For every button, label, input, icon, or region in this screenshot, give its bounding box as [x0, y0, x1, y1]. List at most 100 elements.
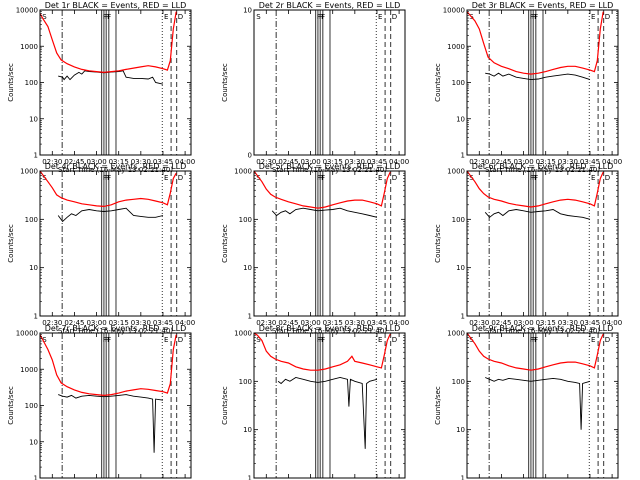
y-axis-label: Counts/sec [221, 63, 229, 102]
event-marker: D [392, 13, 397, 21]
x-tick-label: 04:00 [175, 158, 195, 166]
y-axis-label: Counts/sec [434, 224, 442, 263]
y-tick-label: 1000 [20, 168, 38, 176]
panel-title: Det 1r BLACK = Events, RED = LLD [45, 1, 187, 10]
event-marker: F [103, 13, 107, 21]
event-marker: D [392, 336, 397, 344]
event-marker: D [605, 13, 610, 21]
event-marker: S [256, 13, 261, 21]
plot-frame [39, 170, 192, 317]
y-tick-label: 100 [239, 378, 252, 386]
plot-frame [253, 332, 406, 479]
event-marker: F [103, 174, 107, 182]
event-marker: D [605, 174, 610, 182]
event-marker: D [392, 174, 397, 182]
event-marker: F [319, 13, 323, 21]
x-axis-label: Start Time (16-May-13 02:21:40) [485, 327, 600, 335]
y-tick-label: 10 [243, 426, 252, 434]
y-tick-label: 100 [452, 378, 465, 386]
x-tick-label: 03:00 [513, 319, 533, 327]
x-tick-label: 03:30 [345, 158, 365, 166]
event-marker: E [378, 13, 382, 21]
events-series-line [485, 72, 591, 81]
y-tick-label: 10 [456, 115, 465, 123]
event-marker: D [605, 336, 610, 344]
panel-title: Det 3r BLACK = Events, RED = LLD [472, 1, 614, 10]
y-tick-label: 1 [461, 313, 465, 321]
lld-series-line [466, 332, 604, 371]
event-marker: F [534, 13, 538, 21]
x-tick-label: 02:30 [42, 158, 62, 166]
x-tick-label: 03:45 [153, 319, 173, 327]
y-tick-label: 10000 [16, 7, 38, 15]
events-series-line [57, 207, 164, 223]
x-tick-label: 02:45 [64, 319, 84, 327]
x-tick-label: 03:45 [580, 158, 600, 166]
x-tick-label: 03:00 [300, 319, 320, 327]
x-tick-label: 02:45 [278, 319, 298, 327]
y-tick-label: 1 [461, 475, 465, 480]
y-axis-label: Counts/sec [434, 386, 442, 425]
lld-series-line [253, 332, 391, 371]
event-marker: E [378, 174, 382, 182]
x-tick-label: 02:45 [491, 319, 511, 327]
event-marker: E [591, 174, 595, 182]
y-tick-label: 1 [248, 475, 252, 480]
y-tick-label: 100 [25, 402, 38, 410]
event-marker: E [164, 336, 168, 344]
event-marker: F [321, 336, 325, 344]
events-series-line [58, 70, 164, 85]
event-marker: E [164, 174, 168, 182]
plot-frame [39, 332, 192, 479]
y-tick-label: 10 [29, 115, 38, 123]
event-marker: F [107, 13, 111, 21]
x-axis-label: Start Time (16-May-13 02:21:40) [272, 166, 387, 174]
event-marker: F [532, 174, 536, 182]
plot-frame [466, 332, 619, 479]
x-tick-label: 04:00 [389, 319, 409, 327]
y-axis-label: Counts/sec [434, 63, 442, 102]
x-tick-label: 03:15 [536, 158, 556, 166]
y-axis-label: Counts/sec [7, 224, 15, 263]
y-axis-label: Counts/sec [7, 63, 15, 102]
x-tick-label: 02:45 [278, 158, 298, 166]
x-tick-label: 03:30 [558, 319, 578, 327]
y-tick-label: 1 [248, 313, 252, 321]
y-tick-label: 10 [456, 426, 465, 434]
event-marker: S [42, 13, 47, 21]
y-tick-label: 10 [456, 264, 465, 272]
x-tick-label: 02:45 [491, 158, 511, 166]
panel-title: Det 9r BLACK = Events, RED = LLD [472, 324, 614, 333]
y-tick-label: 100 [452, 79, 465, 87]
event-marker: F [105, 174, 109, 182]
event-marker: F [534, 174, 538, 182]
x-tick-label: 03:00 [86, 319, 106, 327]
panel-title: Det 8r BLACK = Events, RED = LLD [259, 324, 401, 333]
y-tick-label: 1000 [20, 366, 38, 374]
x-tick-label: 03:45 [580, 319, 600, 327]
y-tick-label: 100 [239, 216, 252, 224]
lld-series-line [39, 170, 177, 208]
y-tick-label: 1000 [447, 330, 465, 338]
x-tick-label: 03:30 [345, 319, 365, 327]
x-tick-label: 03:15 [109, 158, 129, 166]
x-tick-label: 02:30 [469, 158, 489, 166]
x-tick-label: 03:30 [131, 319, 151, 327]
y-tick-label: 10000 [16, 330, 38, 338]
y-tick-label: 1 [461, 152, 465, 160]
event-marker: F [107, 174, 111, 182]
x-tick-label: 04:00 [175, 319, 195, 327]
y-axis-label: Counts/sec [7, 386, 15, 425]
y-tick-label: 10 [243, 264, 252, 272]
x-tick-label: 03:45 [367, 158, 387, 166]
x-axis-label: Start Time (16-May-13 02:21:40) [485, 166, 600, 174]
event-marker: F [532, 13, 536, 21]
event-marker: F [105, 13, 109, 21]
panel-title: Det 6r BLACK = Events, RED = LLD [472, 162, 614, 171]
x-tick-label: 03:30 [131, 158, 151, 166]
event-marker: F [530, 174, 534, 182]
